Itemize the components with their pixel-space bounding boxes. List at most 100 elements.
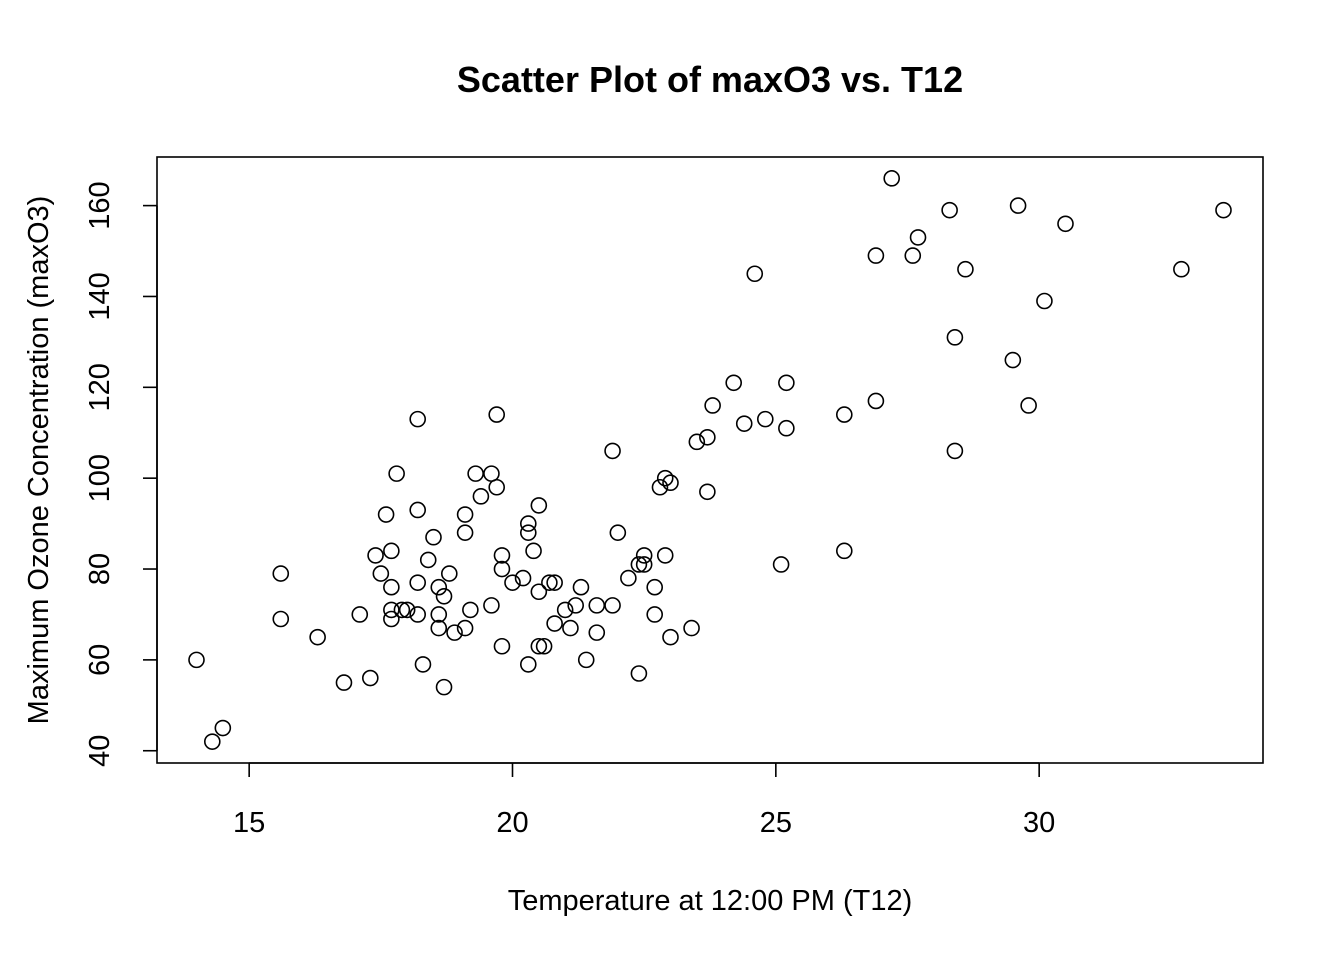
data-point xyxy=(530,583,548,601)
y-axis-label: Maximum Ozone Concentration (maxO3) xyxy=(23,196,55,725)
data-point xyxy=(483,465,500,482)
x-tick-label: 15 xyxy=(233,807,265,839)
data-point xyxy=(493,637,511,655)
data-point xyxy=(530,637,548,655)
data-point xyxy=(272,565,290,582)
data-point xyxy=(204,733,221,750)
data-point xyxy=(630,665,648,682)
data-point xyxy=(456,506,474,523)
data-point xyxy=(646,606,664,623)
data-point xyxy=(519,656,537,673)
data-point xyxy=(440,565,458,582)
data-point xyxy=(462,601,479,619)
data-point xyxy=(588,624,606,641)
x-axis: 15 20 25 30 xyxy=(233,762,1055,839)
data-point xyxy=(398,601,416,619)
data-point xyxy=(688,433,706,451)
data-point xyxy=(514,569,532,587)
data-point xyxy=(867,247,885,264)
data-point xyxy=(383,542,400,560)
y-tick-label: 140 xyxy=(84,272,116,320)
y-tick-label: 160 xyxy=(84,181,116,229)
data-point xyxy=(699,428,716,446)
data-point xyxy=(683,619,700,637)
data-point xyxy=(351,606,369,623)
data-point xyxy=(367,547,384,564)
data-point xyxy=(414,656,432,673)
data-point xyxy=(778,419,795,437)
data-point xyxy=(588,597,606,614)
data-point xyxy=(272,610,290,628)
data-point xyxy=(435,678,453,696)
data-point xyxy=(488,406,506,423)
data-point xyxy=(435,587,453,605)
data-point xyxy=(835,542,853,560)
x-tick-label: 30 xyxy=(1023,807,1055,839)
data-point xyxy=(1057,215,1074,233)
y-tick-label: 40 xyxy=(84,735,116,767)
data-point xyxy=(446,624,463,641)
data-point xyxy=(577,651,595,669)
data-point xyxy=(651,478,669,496)
data-point xyxy=(419,551,437,569)
data-point xyxy=(519,515,537,532)
data-point xyxy=(656,547,674,564)
data-point xyxy=(214,719,232,737)
data-point xyxy=(409,410,427,428)
data-point xyxy=(1173,260,1190,278)
data-point xyxy=(725,374,743,392)
data-point xyxy=(567,597,585,614)
data-point xyxy=(483,597,500,614)
data-point xyxy=(409,501,427,519)
data-point xyxy=(635,556,653,573)
data-point xyxy=(383,610,400,628)
data-point xyxy=(909,229,927,246)
data-points xyxy=(188,170,1232,750)
data-point xyxy=(662,474,679,492)
data-point xyxy=(556,601,574,619)
data-point xyxy=(1215,201,1232,219)
data-point xyxy=(361,669,379,687)
data-point xyxy=(493,560,511,578)
y-tick-label: 80 xyxy=(84,553,116,585)
data-point xyxy=(572,578,590,596)
data-point xyxy=(635,547,653,564)
y-tick-label: 100 xyxy=(84,454,116,502)
data-point xyxy=(388,465,405,482)
data-point xyxy=(604,442,621,460)
data-point xyxy=(430,606,448,623)
data-point xyxy=(1020,397,1037,414)
data-point xyxy=(493,547,511,564)
data-point xyxy=(604,597,621,614)
data-point xyxy=(541,574,558,591)
data-point xyxy=(488,478,506,496)
data-point xyxy=(309,628,326,646)
x-axis-label: Temperature at 12:00 PM (T12) xyxy=(508,885,913,917)
data-point xyxy=(756,410,774,428)
data-point xyxy=(430,578,448,596)
data-point xyxy=(409,606,427,623)
x-tick-label: 20 xyxy=(496,807,528,839)
data-point xyxy=(746,265,764,283)
data-point xyxy=(546,574,563,591)
data-point xyxy=(504,574,521,591)
data-point xyxy=(472,488,490,505)
data-point xyxy=(609,524,627,541)
data-point xyxy=(456,619,474,637)
data-point xyxy=(704,397,721,414)
data-point xyxy=(519,524,537,541)
data-point xyxy=(778,374,795,392)
data-point xyxy=(546,615,563,632)
data-point xyxy=(904,247,922,264)
data-point xyxy=(835,406,853,423)
data-point xyxy=(409,574,427,591)
data-point xyxy=(456,524,474,541)
data-point xyxy=(525,542,542,560)
data-point xyxy=(430,619,448,637)
data-point xyxy=(530,497,548,514)
data-point xyxy=(562,619,579,637)
data-point xyxy=(957,260,974,278)
data-point xyxy=(467,465,484,482)
data-point xyxy=(946,329,964,346)
